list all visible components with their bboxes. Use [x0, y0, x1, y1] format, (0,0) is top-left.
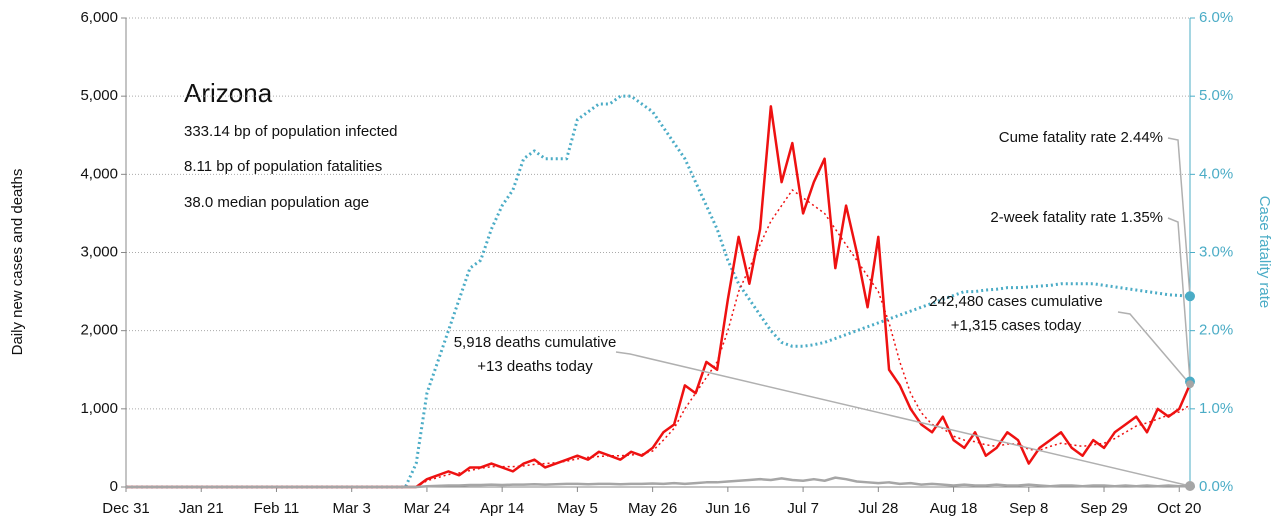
y-tick-label: 1,000	[80, 400, 118, 417]
annotation: 242,480 cases cumulative	[929, 293, 1102, 310]
x-tick-label: Jun 16	[705, 500, 750, 517]
y-tick-label: 4,000	[80, 165, 118, 182]
y2-tick-label: 4.0%	[1199, 165, 1233, 182]
x-tick-label: Sep 29	[1080, 500, 1128, 517]
y-tick-label: 6,000	[80, 9, 118, 26]
x-tick-label: Aug 18	[930, 500, 978, 517]
annotation: 2-week fatality rate 1.35%	[990, 209, 1163, 226]
x-tick-label: Sep 8	[1009, 500, 1048, 517]
x-tick-label: Jan 21	[179, 500, 224, 517]
y2-tick-label: 0.0%	[1199, 478, 1233, 495]
series-line	[126, 476, 1191, 489]
annotation: +1,315 cases today	[951, 317, 1082, 334]
x-tick-label: Jul 7	[787, 500, 819, 517]
x-tick-label: Jul 28	[858, 500, 898, 517]
series-line	[126, 94, 1191, 489]
leader-line	[1167, 137, 1191, 297]
annotation: 5,918 deaths cumulative	[454, 334, 617, 351]
annotation: +13 deaths today	[477, 358, 593, 375]
y2-tick-label: 6.0%	[1199, 9, 1233, 26]
x-tick-label: Mar 3	[333, 500, 371, 517]
x-tick-label: Mar 24	[404, 500, 451, 517]
series-line	[126, 189, 1191, 488]
info-title: Arizona	[184, 78, 273, 108]
y-tick-label: 0	[110, 478, 118, 495]
y-tick-label: 3,000	[80, 243, 118, 260]
x-tick-label: Apr 14	[480, 500, 524, 517]
info-line: 38.0 median population age	[184, 194, 369, 211]
x-tick-label: Oct 20	[1157, 500, 1201, 517]
leader-line	[1117, 311, 1191, 385]
y-tick-label: 2,000	[80, 322, 118, 339]
y-tick-label: 5,000	[80, 87, 118, 104]
info-line: 8.11 bp of population fatalities	[184, 158, 382, 175]
y2-tick-label: 2.0%	[1199, 322, 1233, 339]
leader-line	[1167, 217, 1191, 382]
y2-axis-label: Case fatality rate	[1256, 196, 1273, 309]
annotation: Cume fatality rate 2.44%	[999, 129, 1163, 146]
x-tick-label: Dec 31	[102, 500, 150, 517]
leader-line	[615, 351, 1191, 487]
end-marker	[1185, 291, 1195, 302]
y2-tick-label: 3.0%	[1199, 243, 1233, 260]
x-tick-label: Feb 11	[254, 500, 300, 517]
y-axis-label: Daily new cases and deaths	[9, 169, 26, 356]
x-tick-label: May 26	[628, 500, 677, 517]
info-line: 333.14 bp of population infected	[184, 123, 398, 140]
y2-tick-label: 1.0%	[1199, 400, 1233, 417]
y2-tick-label: 5.0%	[1199, 87, 1233, 104]
end-marker	[1185, 480, 1195, 491]
x-tick-label: May 5	[557, 500, 598, 517]
end-marker	[1186, 380, 1194, 389]
